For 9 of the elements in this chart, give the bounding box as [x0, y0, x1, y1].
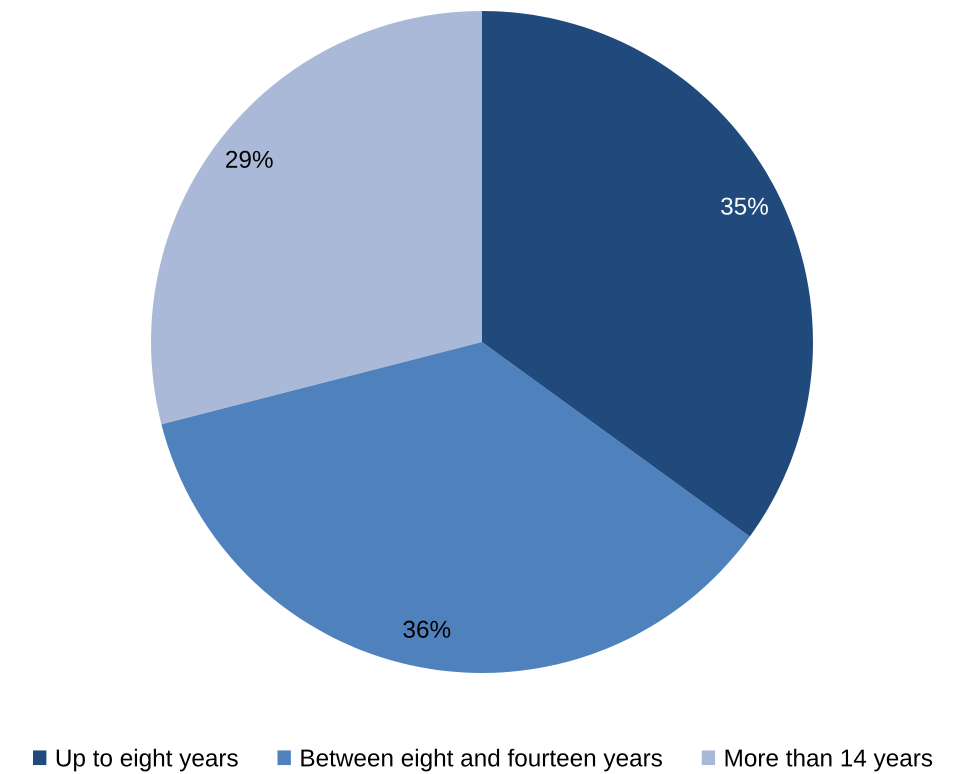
pie-slice [482, 11, 813, 537]
data-label: 35% [721, 198, 768, 215]
legend-label: More than 14 years [726, 748, 932, 772]
pie-slice [161, 342, 750, 673]
legend-label: Between eight and fourteen years [301, 748, 662, 772]
legend-label: Up to eight years [56, 748, 238, 772]
data-label: 29% [226, 150, 273, 168]
pie-slice [151, 11, 482, 424]
data-label: 36% [403, 620, 450, 638]
